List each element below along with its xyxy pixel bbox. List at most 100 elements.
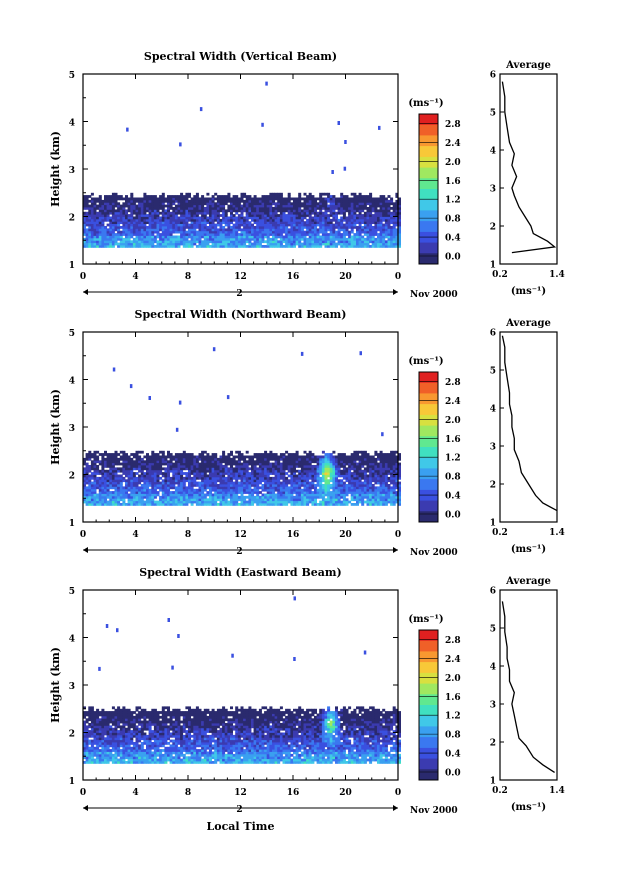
heatmap-cell <box>93 491 97 494</box>
heatmap-cell <box>295 202 299 206</box>
heatmap-cell <box>314 211 317 215</box>
heatmap-cell <box>377 465 380 468</box>
heatmap-cell <box>264 486 268 490</box>
heatmap-cell <box>138 450 142 454</box>
heatmap-cell <box>104 450 107 454</box>
heatmap-cell <box>104 195 107 198</box>
heatmap-cell <box>337 235 341 239</box>
heatmap-cell <box>214 209 218 213</box>
heatmap-cell <box>148 211 152 215</box>
heatmap-cell <box>387 235 391 239</box>
heatmap-cell <box>219 469 223 473</box>
heatmap-cell <box>258 197 262 201</box>
heatmap-cell <box>85 242 89 246</box>
heatmap-cell <box>240 235 244 239</box>
heatmap-cell <box>132 204 136 208</box>
heatmap-cell <box>90 209 94 213</box>
heatmap-cell <box>180 207 184 210</box>
heatmap-cell <box>348 221 352 224</box>
heatmap-cell <box>117 476 121 480</box>
heatmap-cell <box>190 235 194 239</box>
heatmap-cell <box>88 204 92 208</box>
heatmap-cell <box>143 472 147 475</box>
heatmap-cell <box>222 226 226 229</box>
heatmap-cell <box>206 498 210 502</box>
heatmap-cell <box>153 216 157 220</box>
heatmap-cell <box>240 486 244 490</box>
heatmap-cell <box>240 479 244 483</box>
heatmap-cell <box>219 481 223 485</box>
heatmap-cell <box>185 486 189 490</box>
heatmap-cell <box>169 484 173 487</box>
heatmap-cell <box>277 462 281 466</box>
heatmap-cell <box>282 218 286 222</box>
heatmap-cell <box>169 221 173 224</box>
heatmap-cell <box>277 230 281 234</box>
heatmap-cell <box>387 242 391 246</box>
heatmap-cell <box>290 460 294 464</box>
heatmap-cell <box>169 207 173 210</box>
heatmap-cell <box>180 486 184 490</box>
heatmap-cell <box>277 472 281 475</box>
heatmap-cell <box>190 472 194 475</box>
heatmap-cell <box>169 493 173 497</box>
heatmap-cell <box>251 479 254 483</box>
heatmap-cell <box>379 498 383 502</box>
heatmap-cell <box>277 455 281 459</box>
heatmap-cell <box>240 493 244 497</box>
heatmap-cell <box>279 240 283 244</box>
heatmap-cell <box>358 204 362 208</box>
heatmap-cell <box>398 209 401 213</box>
heatmap-cell <box>382 228 386 232</box>
heatmap-cell <box>209 245 212 248</box>
heatmap-cell <box>269 195 273 198</box>
heatmap-cell <box>369 486 373 490</box>
heatmap-cell <box>222 214 226 217</box>
heatmap-cell <box>266 199 270 203</box>
heatmap-cell <box>161 209 165 213</box>
heatmap-cell <box>127 242 131 246</box>
heatmap-cell <box>290 233 294 236</box>
heatmap-cell <box>169 202 173 206</box>
heatmap-cell <box>269 453 273 456</box>
heatmap-cell <box>266 465 270 468</box>
heatmap-cell <box>256 242 260 246</box>
heatmap-cell <box>90 491 94 494</box>
heatmap-cell <box>83 240 86 244</box>
heatmap-cell <box>127 202 131 206</box>
heatmap-cell <box>164 230 168 234</box>
heatmap-cell <box>104 469 107 473</box>
heatmap-cell <box>109 500 113 504</box>
heatmap-cell <box>285 202 289 206</box>
heatmap-cell <box>258 474 262 478</box>
heatmap-cell <box>366 233 370 236</box>
heatmap-cell <box>132 474 136 478</box>
heatmap-cell <box>287 486 291 490</box>
heatmap-cell <box>114 242 118 246</box>
heatmap-cell <box>122 455 126 459</box>
heatmap-cell <box>324 488 328 492</box>
heatmap-cell <box>361 493 365 497</box>
heatmap-cell <box>122 233 126 236</box>
heatmap-cell <box>398 199 401 203</box>
heatmap-cell <box>98 495 102 499</box>
heatmap-cell <box>216 199 220 203</box>
heatmap-cell <box>264 209 268 213</box>
heatmap-cell <box>345 218 349 222</box>
heatmap-cell <box>332 199 336 203</box>
heatmap-cell <box>109 465 113 468</box>
heatmap-cell <box>366 455 370 459</box>
heatmap-cell <box>138 223 142 227</box>
heatmap-cell <box>169 455 173 459</box>
heatmap-cell <box>209 486 212 490</box>
heatmap-cell <box>264 460 268 464</box>
heatmap-cell <box>287 493 291 497</box>
heatmap-cell <box>335 237 338 241</box>
heatmap-cell <box>279 235 283 239</box>
heatmap-cell <box>342 204 346 208</box>
heatmap-cell <box>240 197 244 201</box>
heatmap-cell <box>324 223 328 227</box>
heatmap-cell <box>98 476 102 480</box>
heatmap-cell <box>327 204 331 208</box>
heatmap-cell <box>245 204 249 208</box>
